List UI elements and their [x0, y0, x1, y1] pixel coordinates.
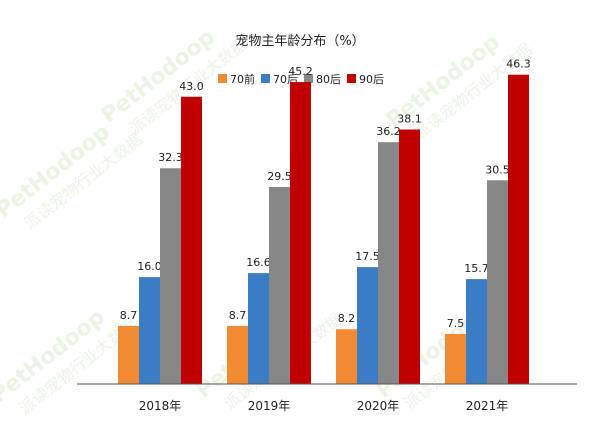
data-label: 43.0: [179, 80, 204, 93]
data-label: 29.5: [267, 170, 292, 183]
data-label: 16.0: [137, 260, 162, 273]
bar-70前-2021年: [445, 333, 466, 384]
x-tick-label: 2020年: [357, 399, 400, 413]
legend-swatch: [347, 74, 356, 83]
legend: 70前 70后 80后 90后: [218, 72, 384, 86]
bar-70后-2020年: [357, 267, 378, 384]
data-label: 8.7: [229, 309, 247, 322]
bar-70前-2018年: [118, 325, 139, 384]
bar-90后-2019年: [290, 82, 311, 385]
bars: 8.7 16.0 32.3 43.0 8.7 16.6 29.5 45.2 8.2 17.5 36.…: [118, 58, 531, 385]
data-label: 8.7: [120, 309, 138, 322]
legend-label: 90后: [359, 73, 384, 86]
bar-80后-2020年: [378, 142, 399, 384]
data-label: 38.1: [397, 112, 422, 125]
data-label: 8.2: [338, 312, 356, 325]
data-label: 30.5: [485, 163, 510, 176]
legend-swatch: [218, 74, 227, 83]
bar-80后-2019年: [269, 186, 290, 384]
bar-90后-2018年: [181, 96, 202, 384]
legend-label: 80后: [316, 73, 341, 86]
x-tick-labels: 2018年 2019年 2020年 2021年: [139, 399, 509, 413]
bar-80后-2018年: [160, 168, 181, 384]
data-label: 7.5: [447, 317, 465, 330]
data-label: 16.6: [246, 256, 271, 269]
legend-swatch: [304, 74, 313, 83]
data-label: 32.3: [158, 151, 183, 164]
bar-70前-2020年: [336, 329, 357, 384]
x-tick-label: 2019年: [248, 399, 291, 413]
data-label: 17.5: [355, 250, 380, 263]
bar-90后-2020年: [399, 129, 420, 384]
bar-70后-2021年: [466, 279, 487, 384]
data-label: 46.3: [506, 58, 531, 71]
bar-80后-2021年: [487, 180, 508, 384]
chart-title: 宠物主年龄分布（%）: [235, 33, 364, 49]
x-tick-label: 2018年: [139, 399, 182, 413]
data-label: 45.2: [288, 65, 313, 78]
legend-swatch: [261, 74, 270, 83]
x-tick-label: 2021年: [466, 399, 509, 413]
bar-70前-2019年: [227, 325, 248, 384]
data-label: 36.2: [376, 125, 401, 138]
bar-70后-2018年: [139, 277, 160, 384]
data-label: 15.7: [464, 262, 489, 275]
bar-70后-2019年: [248, 273, 269, 384]
legend-label: 70前: [230, 72, 255, 86]
bar-90后-2021年: [508, 74, 529, 384]
